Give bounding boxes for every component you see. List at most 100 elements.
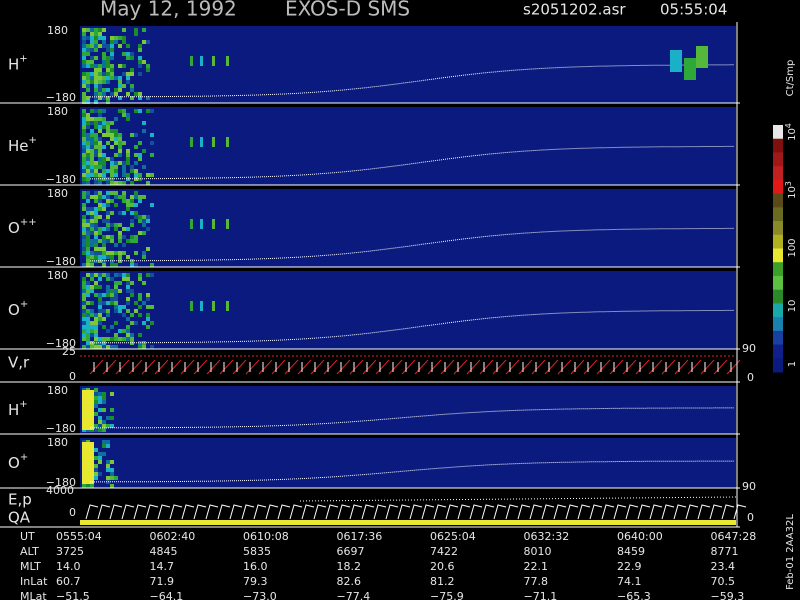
count-cell bbox=[130, 96, 134, 100]
count-cell bbox=[102, 273, 106, 277]
count-cell bbox=[94, 92, 98, 96]
count-cell bbox=[98, 117, 102, 121]
energy-trace bbox=[313, 504, 327, 520]
count-cell bbox=[118, 309, 122, 313]
count-cell bbox=[82, 297, 86, 301]
count-cell bbox=[94, 117, 98, 121]
count-cell bbox=[126, 297, 130, 301]
velocity-trace bbox=[219, 359, 234, 375]
count-cell bbox=[118, 96, 122, 100]
count-cell bbox=[142, 281, 146, 285]
count-cell bbox=[114, 273, 118, 277]
count-cell bbox=[82, 223, 86, 227]
count-cell bbox=[110, 181, 114, 185]
count-cell bbox=[98, 337, 102, 341]
count-cell bbox=[114, 289, 118, 293]
count-cell bbox=[90, 121, 94, 125]
count-cell bbox=[82, 177, 86, 181]
table-cell: 8459 bbox=[617, 545, 645, 558]
count-cell bbox=[86, 141, 90, 145]
count-cell bbox=[138, 48, 142, 52]
energy-trace bbox=[625, 504, 639, 520]
count-cell bbox=[150, 263, 154, 267]
count-cell bbox=[114, 169, 118, 173]
count-cell bbox=[94, 199, 98, 203]
count-cell bbox=[118, 239, 122, 243]
count-cell bbox=[114, 117, 118, 121]
count-cell bbox=[150, 273, 154, 277]
count-cell bbox=[110, 392, 114, 396]
count-cell bbox=[90, 329, 94, 333]
count-cell bbox=[82, 76, 86, 80]
count-cell bbox=[110, 133, 114, 137]
count-cell bbox=[126, 113, 130, 117]
count-cell bbox=[94, 145, 98, 149]
ion-charge: + bbox=[19, 54, 27, 65]
count-cell bbox=[86, 207, 90, 211]
table-cell: 6697 bbox=[337, 545, 365, 558]
count-cell bbox=[102, 293, 106, 297]
count-cell bbox=[90, 345, 94, 349]
count-cell bbox=[82, 157, 86, 161]
count-cell bbox=[106, 468, 110, 472]
count-cell bbox=[94, 231, 98, 235]
count-cell bbox=[82, 96, 86, 100]
count-cell bbox=[102, 317, 106, 321]
count-cell bbox=[114, 281, 118, 285]
count-cell bbox=[102, 169, 106, 173]
count-cell bbox=[106, 460, 110, 464]
count-cell bbox=[114, 251, 118, 255]
count-cell bbox=[102, 109, 106, 113]
energy-trace bbox=[181, 504, 195, 520]
count-cell bbox=[142, 301, 146, 305]
count-cell bbox=[86, 60, 90, 64]
velocity-trace bbox=[583, 359, 598, 375]
count-cell bbox=[102, 153, 106, 157]
count-cell bbox=[138, 157, 142, 161]
count-cell bbox=[90, 325, 94, 329]
count-cell bbox=[90, 169, 94, 173]
count-cell bbox=[110, 36, 114, 40]
count-cell bbox=[106, 416, 110, 420]
energy-trace bbox=[205, 504, 219, 520]
energy-trace bbox=[253, 504, 267, 520]
count-cell bbox=[94, 341, 98, 345]
count-cell bbox=[94, 44, 98, 48]
velocity-trace bbox=[518, 359, 533, 375]
count-cell bbox=[118, 64, 122, 68]
velocity-trace bbox=[323, 359, 338, 375]
count-cell bbox=[110, 44, 114, 48]
count-cell bbox=[134, 251, 138, 255]
count-cell bbox=[98, 293, 102, 297]
count-cell bbox=[90, 484, 94, 488]
count-cell bbox=[200, 137, 203, 147]
count-cell bbox=[98, 199, 102, 203]
count-cell bbox=[90, 207, 94, 211]
velocity-trace bbox=[622, 359, 637, 375]
count-cell bbox=[94, 227, 98, 231]
count-cell bbox=[118, 161, 122, 165]
count-cell bbox=[110, 255, 114, 259]
count-cell bbox=[142, 223, 146, 227]
count-cell bbox=[98, 153, 102, 157]
count-cell bbox=[134, 263, 138, 267]
count-cell bbox=[94, 64, 98, 68]
count-cell bbox=[90, 321, 94, 325]
count-cell bbox=[114, 137, 118, 141]
count-cell bbox=[86, 177, 90, 181]
count-cell bbox=[110, 92, 114, 96]
count-cell bbox=[90, 48, 94, 52]
count-cell bbox=[98, 109, 102, 113]
count-cell bbox=[94, 400, 98, 404]
count-cell bbox=[142, 251, 146, 255]
count-cell bbox=[98, 313, 102, 317]
count-cell bbox=[94, 153, 98, 157]
colorbar-label: 1 bbox=[787, 361, 798, 367]
velocity-trace bbox=[635, 359, 650, 375]
count-cell bbox=[94, 329, 98, 333]
count-cell bbox=[82, 301, 86, 305]
count-cell bbox=[94, 325, 98, 329]
count-cell bbox=[110, 424, 114, 428]
count-cell bbox=[102, 92, 106, 96]
count-cell bbox=[126, 281, 130, 285]
